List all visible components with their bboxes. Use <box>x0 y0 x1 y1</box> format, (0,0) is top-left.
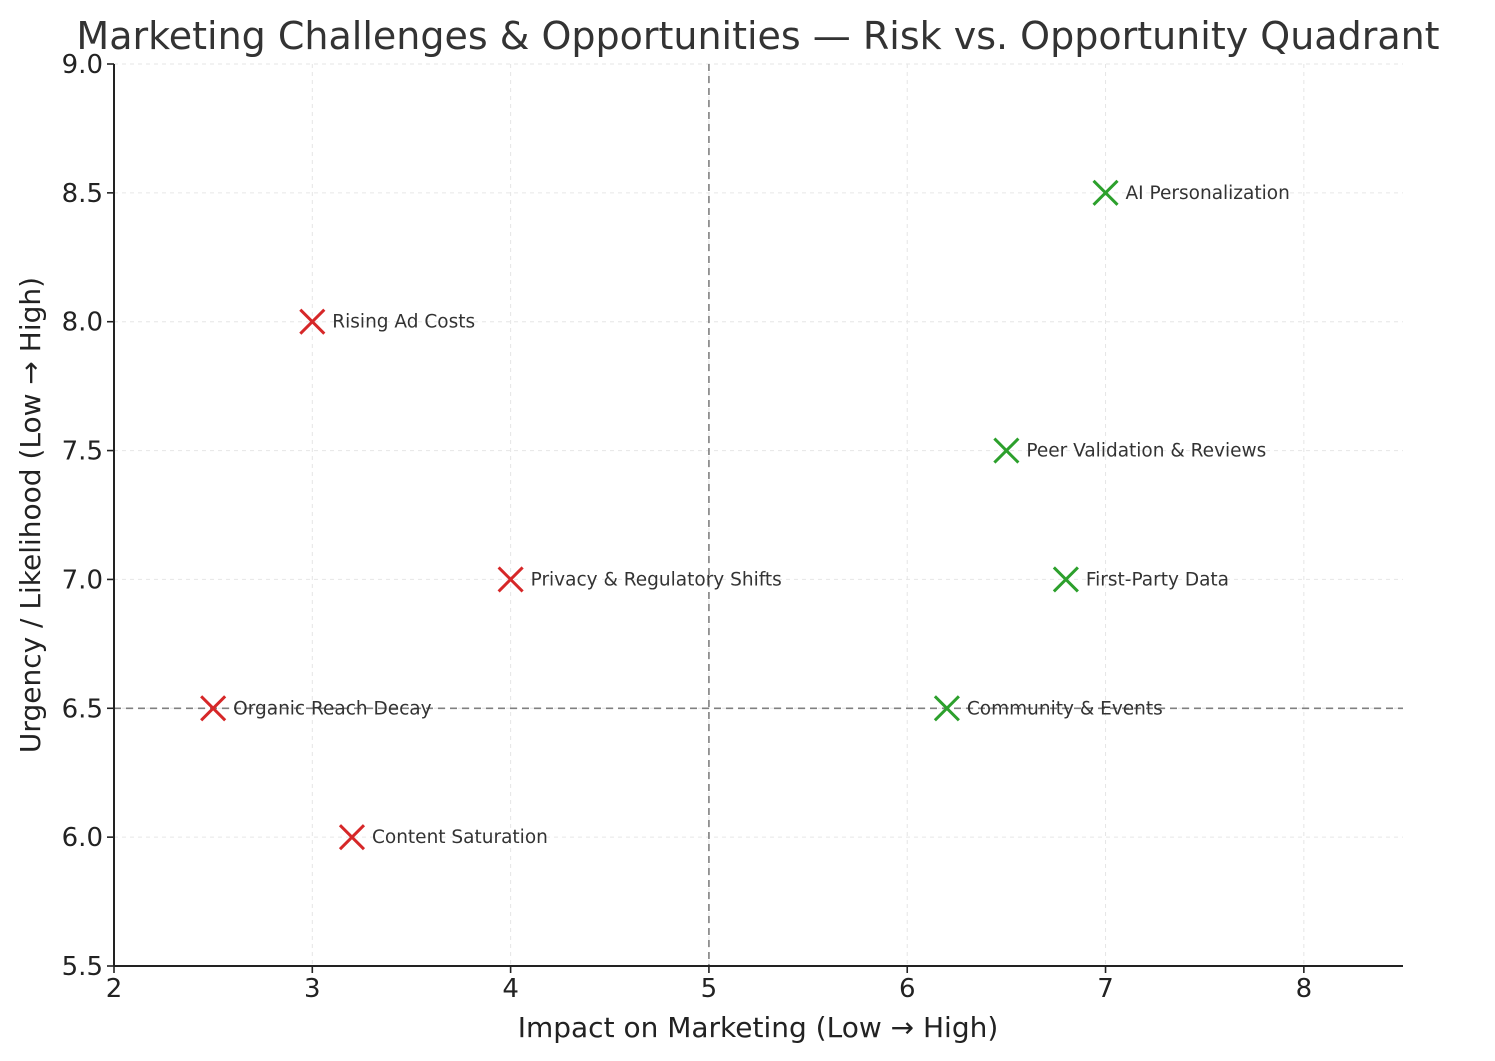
y-tick-label: 8.5 <box>62 179 103 209</box>
point-label: Community & Events <box>967 698 1163 719</box>
x-marker-stroke <box>1052 566 1079 593</box>
x-tick-label: 6 <box>899 974 916 1004</box>
y-tick-label: 7.5 <box>62 437 103 467</box>
data-point-risk: Privacy & Regulatory Shifts <box>497 566 782 593</box>
data-point-risk: Rising Ad Costs <box>299 308 475 335</box>
data-point-opportunity: Community & Events <box>933 695 1163 722</box>
x-marker-stroke <box>993 437 1020 464</box>
point-label: First-Party Data <box>1086 569 1229 590</box>
x-tick-label: 7 <box>1097 974 1114 1004</box>
data-point-opportunity: AI Personalization <box>1092 179 1290 206</box>
y-tick-label: 7.0 <box>62 565 103 595</box>
x-marker-stroke <box>200 695 227 722</box>
y-tick-label: 6.5 <box>62 694 103 724</box>
point-label: Rising Ad Costs <box>332 312 475 333</box>
data-point-opportunity: Peer Validation & Reviews <box>993 437 1266 464</box>
point-label: AI Personalization <box>1126 183 1290 204</box>
point-label: Peer Validation & Reviews <box>1026 441 1266 462</box>
x-marker-stroke <box>299 308 326 335</box>
x-marker-stroke <box>497 566 524 593</box>
axes <box>113 64 1403 967</box>
reference-lines <box>114 64 1403 966</box>
point-label: Privacy & Regulatory Shifts <box>531 569 782 590</box>
x-tick-label: 5 <box>701 974 718 1004</box>
x-axis-label: Impact on Marketing (Low → High) <box>518 1011 999 1044</box>
y-tick-label: 8.0 <box>62 308 103 338</box>
x-marker-stroke <box>1092 179 1119 206</box>
data-points: Rising Ad Costs Privacy & Regulatory Shif… <box>200 179 1290 851</box>
y-tick-label: 6.0 <box>62 823 103 853</box>
x-tick-label: 4 <box>502 974 519 1004</box>
x-marker-stroke <box>338 824 366 851</box>
data-point-risk: Content Saturation <box>338 824 548 851</box>
y-tick-label: 9.0 <box>62 50 103 80</box>
tick-labels: 2 3 4 5 6 7 8 5.5 6.0 6.5 7.0 7.5 8.0 8.5 9.0 <box>62 50 1312 1004</box>
y-tick-label: 5.5 <box>62 952 103 982</box>
x-tick-label: 2 <box>106 974 123 1004</box>
y-axis-label: Urgency / Likelihood (Low → High) <box>14 277 47 753</box>
point-label: Organic Reach Decay <box>233 698 431 719</box>
x-tick-label: 3 <box>304 974 321 1004</box>
data-point-risk: Organic Reach Decay <box>200 695 432 722</box>
chart-title: Marketing Challenges & Opportunities — R… <box>76 14 1439 58</box>
x-tick-label: 8 <box>1296 974 1313 1004</box>
point-label: Content Saturation <box>372 827 548 848</box>
data-point-opportunity: First-Party Data <box>1052 566 1229 593</box>
x-marker-stroke <box>933 695 960 722</box>
